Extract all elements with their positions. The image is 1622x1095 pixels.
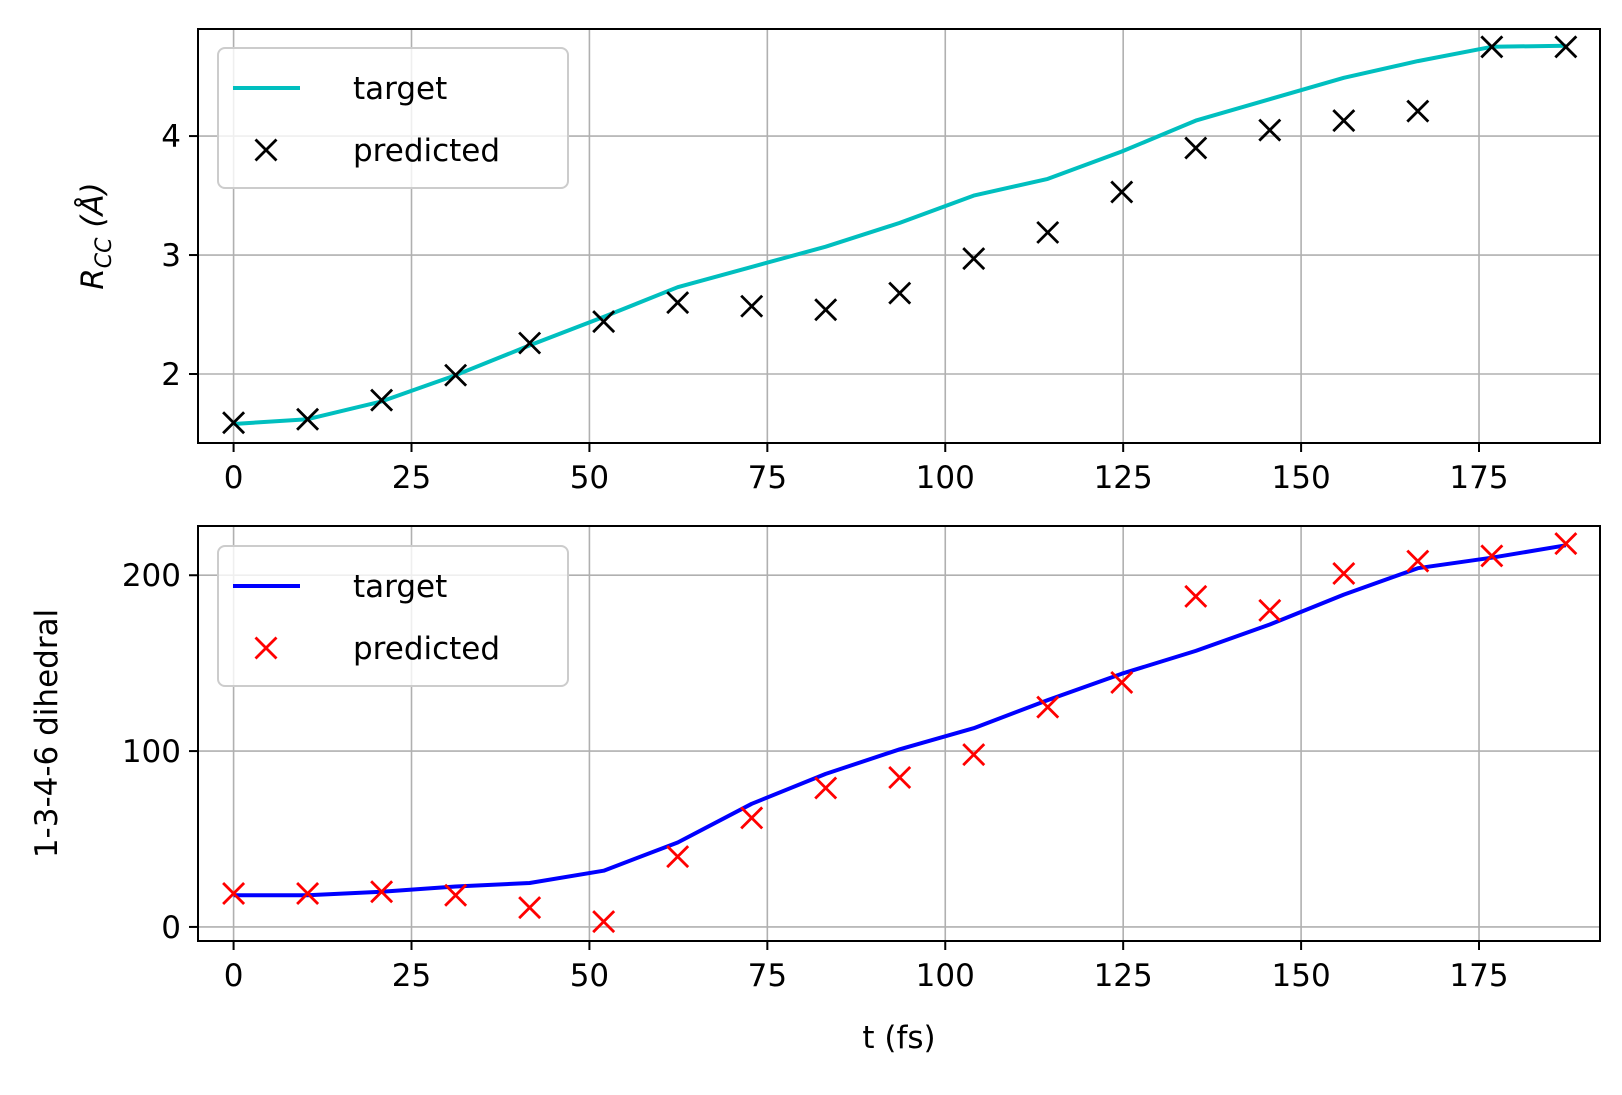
x-tick-label: 150: [1272, 460, 1331, 496]
plot-frame: [197, 525, 1601, 942]
y-tick-label: 4: [161, 119, 181, 155]
data-point-marker: [370, 388, 394, 412]
data-point-marker: [1406, 99, 1430, 123]
data-point-marker: [814, 776, 838, 800]
y-axis-label: RCC (Å): [75, 182, 117, 290]
data-point-marker: [962, 247, 986, 271]
x-tick-label: 100: [916, 958, 975, 994]
data-point-marker: [888, 281, 912, 305]
data-point-marker: [518, 896, 542, 920]
x-tick-label: 125: [1094, 460, 1153, 496]
data-point-marker: [1110, 671, 1134, 694]
x-tick-label: 50: [570, 958, 609, 994]
y-tick-label: 3: [161, 238, 181, 274]
data-point-marker: [518, 331, 542, 355]
legend-label: target: [353, 71, 447, 107]
data-point-marker: [592, 910, 616, 934]
y-tick-label: 200: [122, 558, 181, 594]
y-tick-label: 0: [161, 910, 181, 946]
panel-1: 0 25 50 75 100 125 150 175 2 3 4 target predicted RCC…: [75, 28, 1601, 496]
x-tick-label: 0: [224, 958, 244, 994]
data-point-marker: [444, 883, 468, 907]
data-point-marker: [740, 294, 764, 318]
x-tick-label: 150: [1272, 958, 1331, 994]
data-point-marker: [666, 291, 690, 315]
data-point-marker: [370, 880, 394, 904]
panel-2: 0 25 50 75 100 125 150 175 0 100 200 target predicte…: [29, 525, 1601, 1056]
x-tick-label: 75: [748, 460, 787, 496]
legend-marker-swatch: [254, 636, 278, 660]
data-point-marker: [296, 882, 320, 906]
x-tick-label: 25: [392, 958, 431, 994]
x-axis-label: t (fs): [862, 1020, 935, 1056]
x-tick-label: 75: [748, 958, 787, 994]
x-tick-label: 0: [224, 460, 244, 496]
data-point-marker: [222, 411, 246, 435]
data-point-marker: [962, 743, 986, 767]
data-point-marker: [1258, 598, 1282, 622]
data-point-marker: [1554, 35, 1578, 59]
legend-label: target: [353, 569, 447, 605]
data-point-marker: [888, 765, 912, 789]
x-tick-label: 175: [1449, 958, 1508, 994]
legend-label: predicted: [353, 133, 500, 169]
data-point-marker: [1258, 118, 1282, 142]
data-point-marker: [444, 363, 468, 387]
legend-marker-swatch: [254, 138, 278, 162]
legend-box: [217, 545, 569, 687]
legend-box: [217, 47, 569, 189]
data-point-marker: [1036, 220, 1060, 244]
x-tick-label: 125: [1094, 958, 1153, 994]
legend-label: predicted: [353, 631, 500, 667]
data-point-marker: [1036, 695, 1060, 719]
data-point-marker: [1184, 136, 1208, 160]
data-point-marker: [1554, 532, 1578, 556]
data-point-marker: [592, 310, 616, 334]
data-point-marker: [1184, 584, 1208, 608]
data-point-marker: [666, 845, 690, 869]
y-tick-label: 2: [161, 357, 181, 393]
data-point-marker: [296, 407, 320, 431]
data-point-marker: [1480, 544, 1504, 568]
plot-frame: [197, 28, 1601, 444]
data-point-marker: [222, 882, 246, 906]
y-tick-label: 100: [122, 734, 181, 770]
data-point-marker: [814, 298, 838, 322]
data-point-marker: [740, 806, 764, 830]
x-tick-label: 100: [916, 460, 975, 496]
x-tick-label: 50: [570, 460, 609, 496]
data-point-marker: [1110, 180, 1134, 204]
data-point-marker: [1480, 35, 1504, 59]
series-line-target: [233, 543, 1567, 898]
x-tick-label: 25: [392, 460, 431, 496]
x-tick-label: 175: [1449, 460, 1508, 496]
data-point-marker: [1332, 109, 1356, 133]
data-point-marker: [1332, 561, 1356, 585]
data-point-marker: [1406, 549, 1430, 573]
y-axis-label: 1-3-4-6 dihedral: [29, 609, 65, 858]
